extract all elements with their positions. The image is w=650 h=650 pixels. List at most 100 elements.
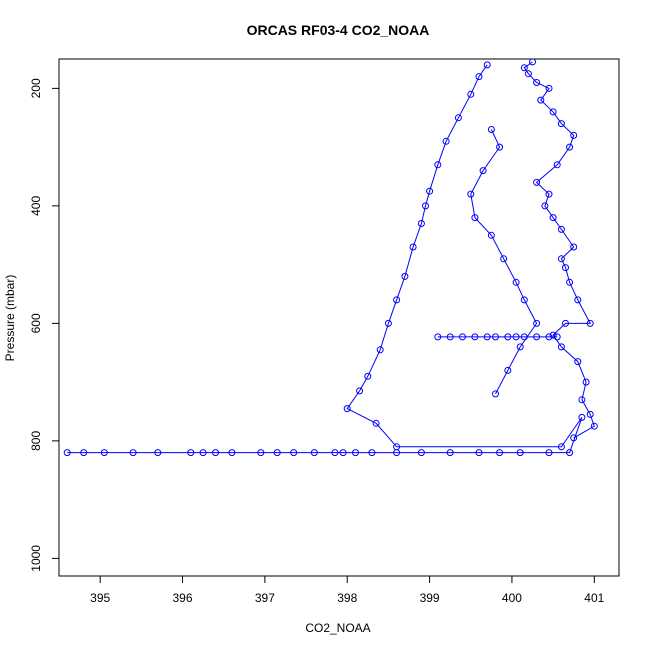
plot-area: [63, 59, 598, 457]
data-point: [496, 143, 504, 151]
data-point: [557, 120, 565, 128]
data-point: [545, 449, 553, 457]
data-point: [310, 449, 318, 457]
data-point: [454, 114, 462, 122]
data-point: [512, 333, 520, 341]
data-point: [545, 84, 553, 92]
data-point: [492, 333, 499, 341]
x-tick-label: 397: [255, 591, 275, 605]
data-point: [533, 178, 541, 186]
data-point: [549, 214, 557, 222]
y-axis: 200 400 600 800 1000: [29, 78, 60, 572]
data-point: [574, 358, 582, 366]
x-tick-label: 395: [90, 591, 110, 605]
data-point: [409, 243, 417, 251]
x-tick-label: 398: [337, 591, 357, 605]
data-point: [100, 449, 108, 457]
y-tick-label: 1000: [29, 545, 43, 572]
data-point: [212, 449, 219, 457]
data-point: [471, 333, 479, 341]
data-point: [578, 413, 586, 421]
x-tick-label: 399: [420, 591, 440, 605]
data-point: [557, 255, 565, 263]
data-point: [384, 319, 392, 327]
data-point: [434, 333, 442, 341]
data-point: [446, 333, 454, 341]
y-tick-label: 400: [29, 196, 43, 216]
plot-frame: [58, 58, 620, 577]
data-point: [63, 449, 71, 457]
y-axis-label: Pressure (mbar): [3, 275, 17, 362]
data-point: [553, 333, 561, 341]
data-point: [187, 449, 195, 457]
data-point: [80, 449, 88, 457]
data-point: [393, 296, 401, 304]
data-point: [492, 390, 499, 398]
data-point: [562, 319, 569, 327]
data-point: [562, 264, 569, 272]
data-point: [422, 202, 429, 210]
data-point: [574, 296, 582, 304]
data-point: [228, 449, 236, 457]
y-tick-label: 200: [29, 78, 43, 98]
data-point: [368, 449, 376, 457]
series-line-1: [67, 64, 583, 454]
data-point: [533, 333, 541, 341]
data-point: [331, 449, 339, 457]
data-point: [459, 333, 466, 341]
data-point: [545, 333, 553, 341]
x-axis: 395 396 397 398 399 400 401: [90, 575, 605, 605]
data-point: [553, 161, 561, 169]
x-tick-label: 396: [173, 591, 193, 605]
chart-title: ORCAS RF03-4 CO2_NOAA: [247, 22, 430, 38]
series-line-4: [470, 129, 538, 395]
data-point: [566, 278, 574, 286]
data-point: [533, 319, 541, 327]
data-point: [566, 143, 574, 151]
data-point: [586, 319, 594, 327]
data-point: [467, 190, 475, 198]
data-point: [483, 333, 491, 341]
data-point: [496, 449, 504, 457]
data-point: [442, 137, 450, 145]
data-point: [557, 225, 565, 233]
data-point: [471, 214, 479, 222]
data-point: [570, 434, 578, 442]
data-point: [487, 231, 495, 239]
data-point: [512, 278, 520, 286]
data-point: [537, 96, 545, 104]
data-point: [364, 372, 372, 380]
data-point: [504, 333, 512, 341]
data-point: [339, 449, 347, 457]
data-point: [520, 296, 528, 304]
data-point: [352, 449, 359, 457]
data-point: [529, 59, 536, 66]
data-point: [578, 396, 586, 404]
data-point: [401, 272, 409, 280]
data-point: [199, 449, 207, 457]
data-point: [516, 343, 524, 351]
data-point: [549, 331, 557, 339]
data-point: [483, 61, 491, 69]
data-point: [541, 202, 549, 210]
x-tick-label: 400: [502, 591, 522, 605]
data-point: [467, 90, 475, 98]
data-point: [257, 449, 265, 457]
data-point: [570, 243, 578, 251]
data-point: [446, 449, 454, 457]
data-point: [290, 449, 298, 457]
data-point: [372, 419, 380, 427]
data-point: [426, 187, 434, 195]
data-point: [417, 220, 425, 227]
data-point: [549, 108, 557, 116]
data-point: [520, 64, 528, 72]
data-point: [393, 443, 401, 451]
data-point: [479, 167, 487, 175]
data-point: [516, 449, 524, 457]
data-point: [475, 73, 483, 81]
data-point: [586, 410, 594, 418]
data-point: [356, 387, 364, 395]
data-point: [545, 190, 553, 198]
data-point: [582, 378, 590, 386]
